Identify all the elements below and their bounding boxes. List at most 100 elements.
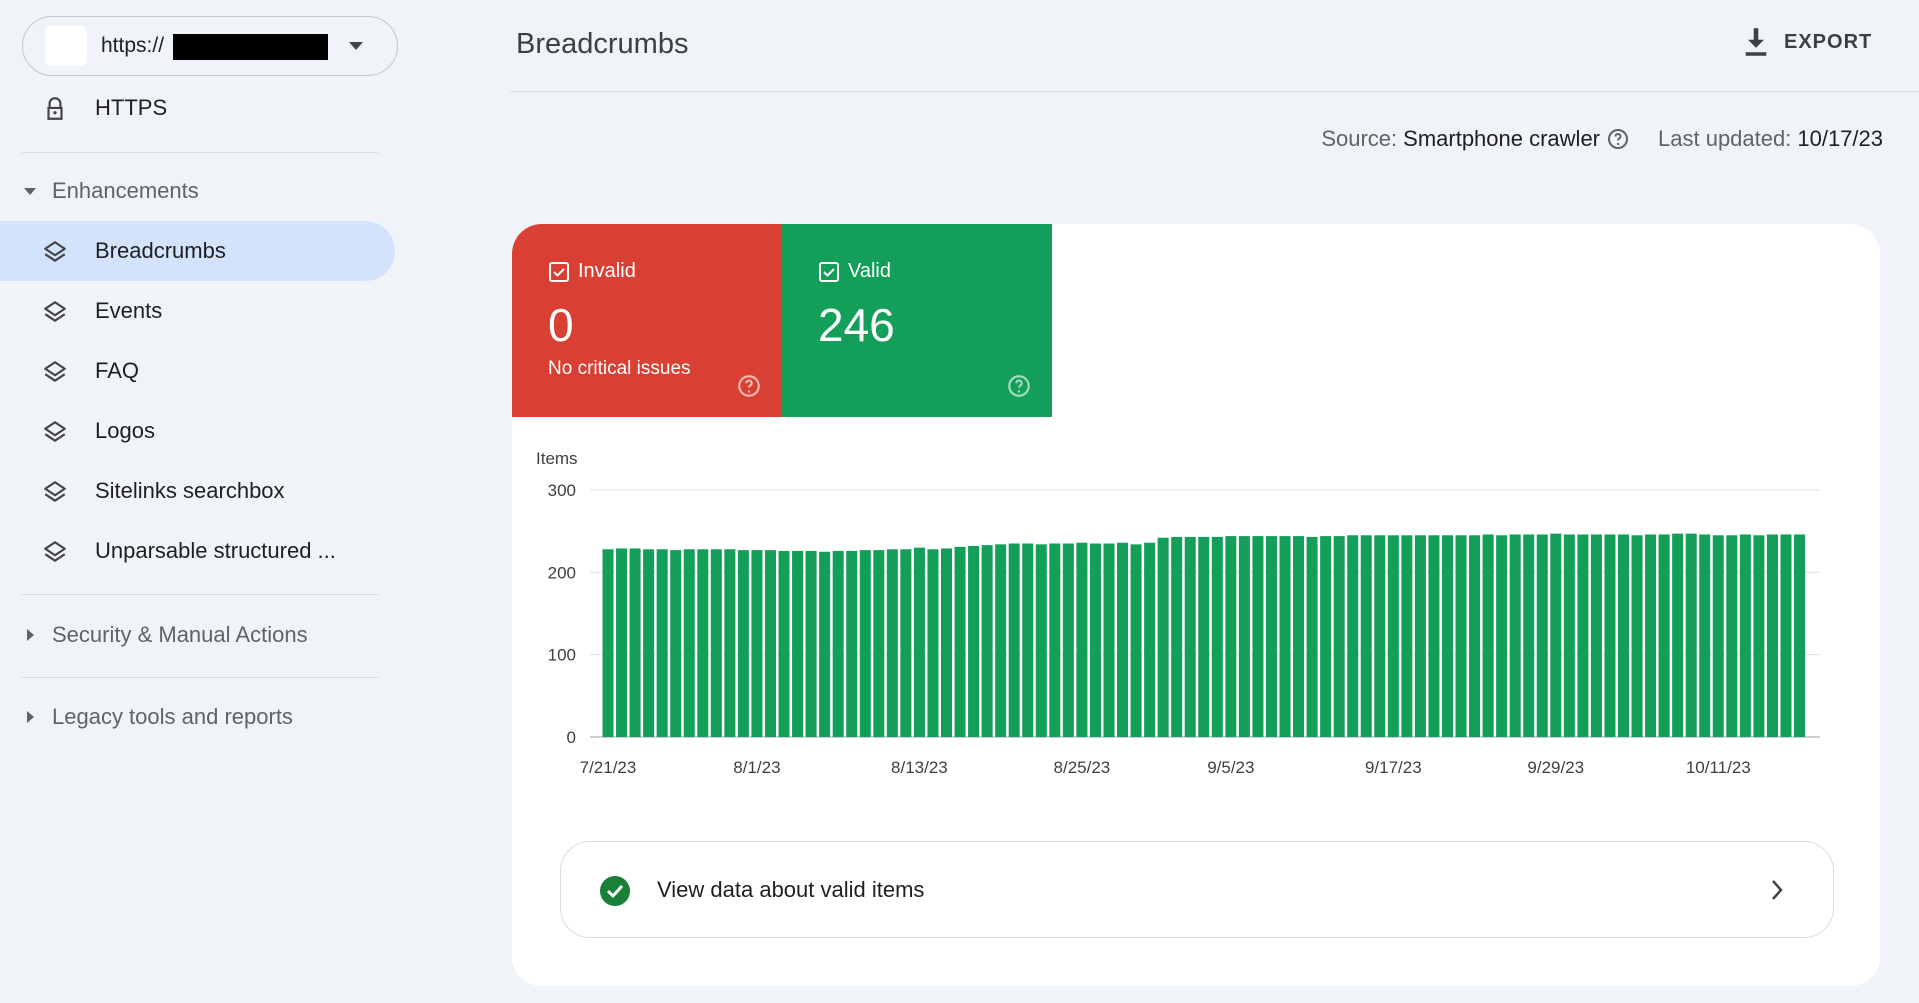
bar	[684, 549, 695, 737]
section-title: Legacy tools and reports	[52, 704, 293, 730]
bar	[968, 546, 979, 737]
bar	[1753, 535, 1764, 737]
bar	[1307, 537, 1318, 737]
nav-https[interactable]: HTTPS	[0, 78, 395, 138]
bar	[1117, 543, 1128, 737]
bar	[779, 551, 790, 737]
export-button[interactable]: EXPORT	[1742, 26, 1872, 58]
bar	[1469, 535, 1480, 737]
y-tick-label: 0	[567, 728, 576, 747]
bar	[1171, 537, 1182, 737]
bar	[1225, 536, 1236, 737]
nav-label: Breadcrumbs	[95, 238, 226, 264]
chevron	[1769, 878, 1785, 902]
bar	[697, 549, 708, 737]
checkbox[interactable]	[548, 261, 570, 283]
bar	[1036, 544, 1047, 737]
bar	[670, 550, 681, 737]
bar	[1618, 534, 1629, 737]
bar	[1198, 537, 1209, 737]
bar	[806, 551, 817, 737]
meta-value: 10/17/23	[1797, 126, 1883, 152]
nav-item[interactable]: Sitelinks searchbox	[0, 461, 395, 521]
y-tick-label: 200	[548, 563, 576, 582]
layers-icon	[42, 299, 68, 325]
checkbox[interactable]	[818, 261, 840, 283]
redaction	[173, 34, 328, 60]
view-valid-link[interactable]: View data about valid items	[560, 841, 1834, 938]
bar	[1645, 534, 1656, 737]
section-title: Enhancements	[52, 178, 199, 204]
bar	[982, 545, 993, 737]
bar	[1158, 538, 1169, 737]
bar	[1604, 534, 1615, 737]
page-title: Breadcrumbs	[516, 28, 688, 61]
bar	[1428, 535, 1439, 737]
bar	[1767, 534, 1778, 737]
nav-item[interactable]: Unparsable structured ...	[0, 521, 395, 581]
layers-icon	[42, 539, 68, 565]
x-tick-label: 7/21/23	[580, 758, 637, 777]
divider	[22, 594, 378, 595]
x-tick-label: 10/11/23	[1686, 758, 1751, 777]
bar	[1320, 536, 1331, 737]
bar	[711, 549, 722, 737]
bar	[1591, 534, 1602, 737]
bar	[1699, 534, 1710, 737]
bar	[1266, 536, 1277, 737]
bar	[900, 549, 911, 737]
dropdown-arrow	[347, 39, 365, 53]
nav-label: FAQ	[95, 358, 139, 384]
bar	[1388, 535, 1399, 737]
bar	[1456, 535, 1467, 737]
nav-item[interactable]: Events	[0, 281, 395, 341]
section-toggle[interactable]: Enhancements	[22, 178, 199, 204]
section-toggle[interactable]: Legacy tools and reports	[22, 704, 293, 730]
bar	[1280, 536, 1291, 737]
nav-item[interactable]: FAQ	[0, 341, 395, 401]
box-label: Invalid	[578, 260, 636, 283]
caret	[22, 709, 38, 725]
help-icon[interactable]	[736, 373, 762, 399]
bar	[1185, 537, 1196, 737]
meta-line: Source: Smartphone crawler Last updated:…	[1321, 126, 1883, 152]
download-icon	[1742, 26, 1770, 58]
bar	[603, 549, 614, 737]
bar	[1347, 535, 1358, 737]
x-tick-label: 8/13/23	[891, 758, 948, 777]
help-icon[interactable]	[1006, 373, 1032, 399]
bar	[1496, 535, 1507, 737]
bar	[630, 548, 641, 737]
help-icon[interactable]	[1606, 127, 1630, 151]
nav-item[interactable]: Breadcrumbs	[0, 221, 395, 281]
box-count: 0	[548, 298, 574, 352]
check-icon	[599, 875, 631, 907]
nav-label: Events	[95, 298, 162, 324]
layers-icon	[42, 419, 68, 445]
valid-box[interactable]: Valid 246	[782, 224, 1052, 417]
nav-label: Unparsable structured ...	[95, 538, 336, 564]
link-text: View data about valid items	[657, 877, 924, 903]
bar	[1252, 536, 1263, 737]
bar	[1510, 534, 1521, 737]
bar	[1022, 544, 1033, 737]
bar	[860, 550, 871, 737]
divider	[22, 152, 378, 153]
invalid-box[interactable]: Invalid 0 No critical issues	[512, 224, 782, 417]
nav-item[interactable]: Logos	[0, 401, 395, 461]
bar	[724, 549, 735, 737]
site-selector[interactable]: https://	[22, 16, 398, 76]
bar	[1740, 534, 1751, 737]
bar	[1049, 544, 1060, 737]
bar	[738, 550, 749, 737]
y-tick-label: 100	[548, 646, 576, 665]
bar	[765, 550, 776, 737]
bar	[1713, 535, 1724, 737]
layers-icon	[42, 359, 68, 385]
bar	[1131, 544, 1142, 737]
section-toggle[interactable]: Security & Manual Actions	[22, 622, 308, 648]
bar	[1672, 534, 1683, 737]
header-divider	[510, 91, 1919, 92]
bar	[1726, 535, 1737, 737]
